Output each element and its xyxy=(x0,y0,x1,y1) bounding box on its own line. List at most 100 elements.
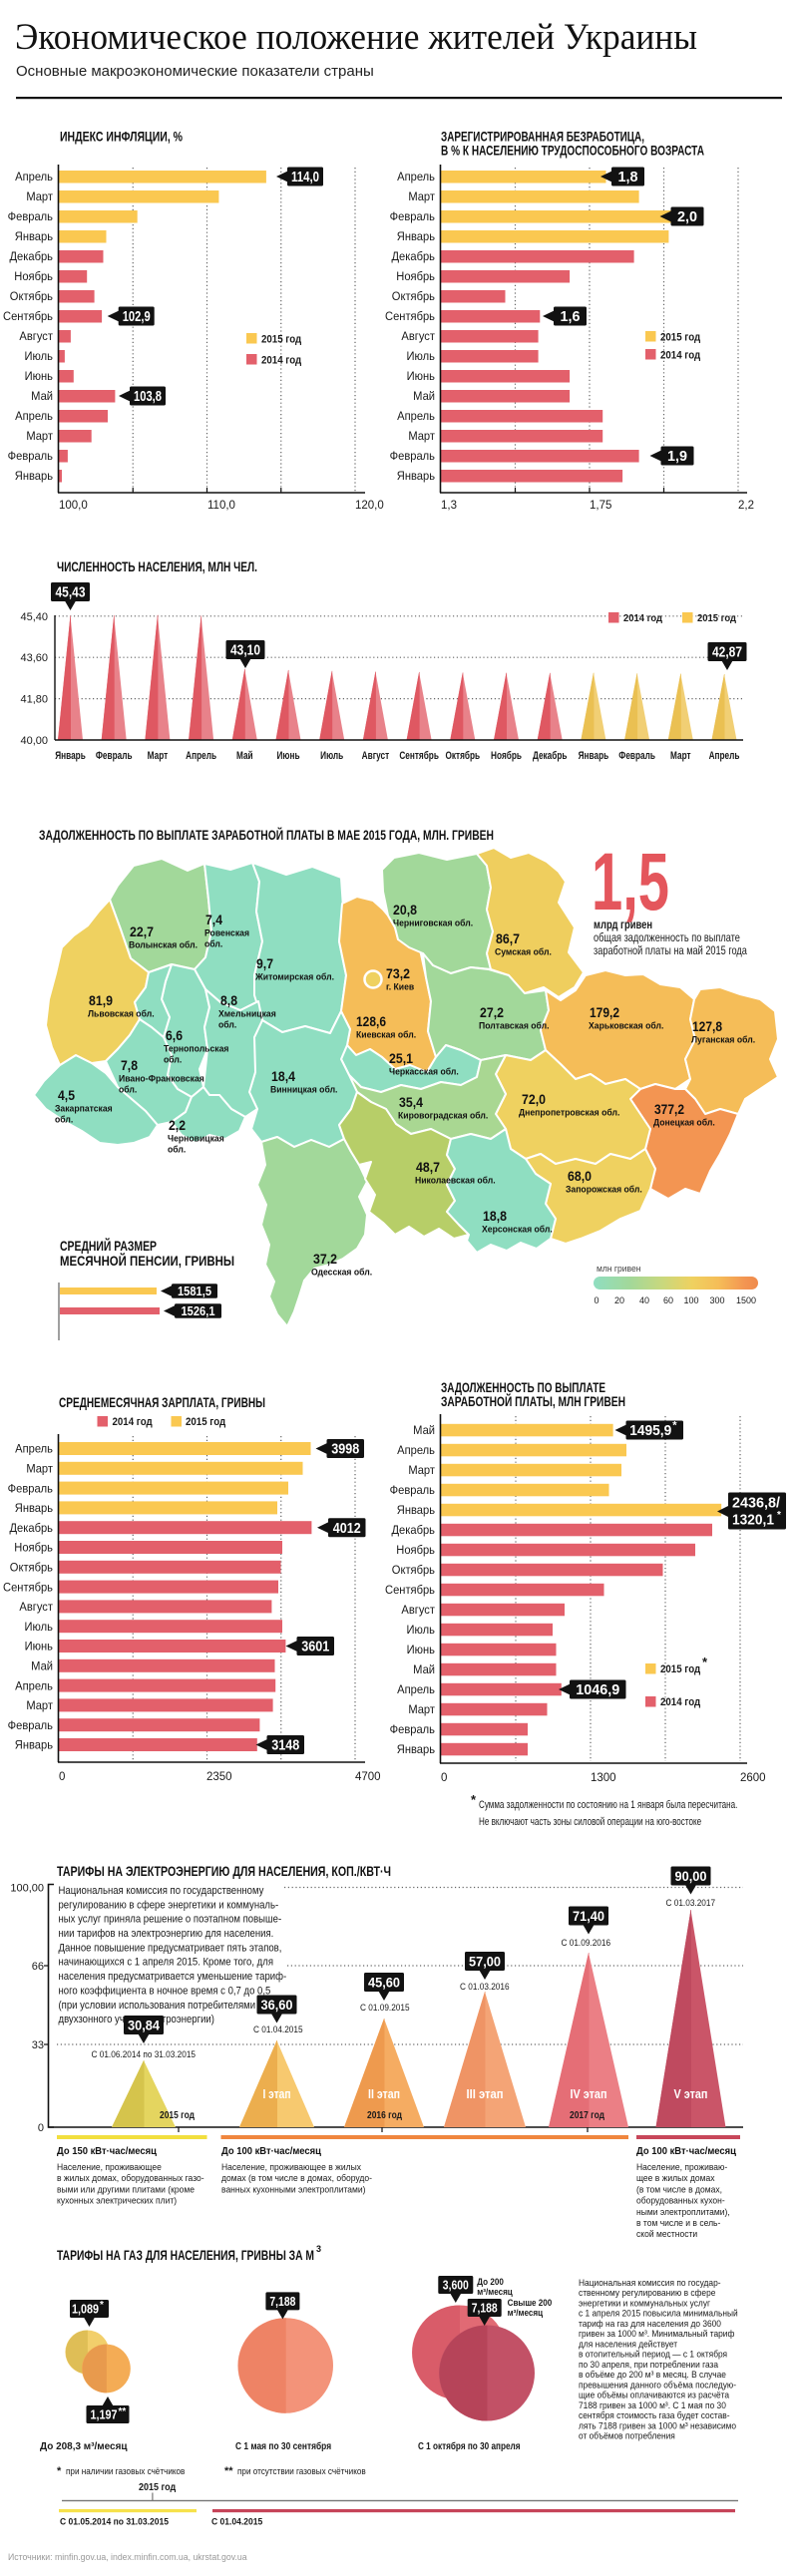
svg-text:30,84: 30,84 xyxy=(128,2018,160,2033)
svg-text:кухонных электрических плит): кухонных электрических плит) xyxy=(57,2195,177,2206)
svg-text:м³/месяц: м³/месяц xyxy=(477,2287,513,2298)
svg-text:Ивано-Франковская: Ивано-Франковская xyxy=(119,1073,204,1083)
svg-text:в том числе и в сель-: в том числе и в сель- xyxy=(636,2218,720,2229)
svg-text:Март: Март xyxy=(26,1700,53,1712)
svg-text:Население, проживающее: Население, проживающее xyxy=(57,2162,162,2173)
svg-text:С 1 октября по 30 апреля: С 1 октября по 30 апреля xyxy=(418,2439,520,2451)
svg-text:Черновицкая: Черновицкая xyxy=(168,1133,224,1143)
svg-text:Март: Март xyxy=(408,1465,435,1477)
svg-text:33: 33 xyxy=(32,2039,44,2051)
svg-text:Харьковская обл.: Харьковская обл. xyxy=(589,1020,663,1030)
svg-text:Апрель: Апрель xyxy=(15,1443,53,1455)
svg-text:81,9: 81,9 xyxy=(89,992,113,1008)
svg-text:Хмельницкая: Хмельницкая xyxy=(218,1008,276,1018)
svg-text:179,2: 179,2 xyxy=(590,1004,619,1020)
svg-text:Население, проживающее в жилых: Население, проживающее в жилых xyxy=(221,2162,361,2173)
svg-text:Февраль: Февраль xyxy=(390,1724,435,1736)
svg-text:*: * xyxy=(57,2465,62,2477)
svg-text:2014 год: 2014 год xyxy=(113,1417,154,1429)
svg-text:СРЕДНЕМЕСЯЧНАЯ ЗАРПЛАТА, ГРИВН: СРЕДНЕМЕСЯЧНАЯ ЗАРПЛАТА, ГРИВНЫ xyxy=(59,1394,265,1410)
svg-text:2014 год: 2014 год xyxy=(660,1697,701,1709)
svg-text:100: 100 xyxy=(683,1295,698,1305)
svg-text:41,80: 41,80 xyxy=(20,694,48,706)
svg-text:Декабрь: Декабрь xyxy=(10,251,53,263)
svg-text:Июль: Июль xyxy=(407,1625,435,1637)
svg-text:2350: 2350 xyxy=(206,1771,232,1783)
svg-text:1581,5: 1581,5 xyxy=(178,1285,211,1298)
svg-text:Ноябрь: Ноябрь xyxy=(396,1545,435,1557)
svg-text:В % К НАСЕЛЕНИЮ ТРУДОСПОСОБНОГ: В % К НАСЕЛЕНИЮ ТРУДОСПОСОБНОГО ВОЗРАСТА xyxy=(441,143,704,159)
svg-text:Декабрь: Декабрь xyxy=(10,1523,53,1535)
svg-text:обл.: обл. xyxy=(119,1084,137,1094)
svg-text:в жилых домах, оборудованных г: в жилых домах, оборудованных газо- xyxy=(57,2173,204,2184)
svg-text:Февраль: Февраль xyxy=(8,1483,53,1495)
svg-text:До 100 кВт·час/месяц: До 100 кВт·час/месяц xyxy=(636,2146,737,2158)
svg-text:ЗАРЕГИСТРИРОВАННАЯ БЕЗРАБОТИЦА: ЗАРЕГИСТРИРОВАННАЯ БЕЗРАБОТИЦА, xyxy=(441,129,644,145)
svg-text:7188 гривен за 1000 м³. С 1 ма: 7188 гривен за 1000 м³. С 1 мая по 30 xyxy=(579,2399,726,2410)
svg-text:**: ** xyxy=(119,2406,127,2417)
svg-text:С 01.09.2016: С 01.09.2016 xyxy=(562,1937,611,1948)
svg-text:*: * xyxy=(100,2300,104,2311)
svg-text:6,6: 6,6 xyxy=(166,1027,183,1043)
svg-text:Сентябрь: Сентябрь xyxy=(3,1582,53,1594)
svg-text:Национальная комиссия по госуд: Национальная комиссия по государ- xyxy=(579,2277,721,2288)
svg-text:Июнь: Июнь xyxy=(25,371,53,383)
svg-text:I этап: I этап xyxy=(263,2087,291,2101)
svg-text:2015 год: 2015 год xyxy=(697,613,737,625)
svg-text:57,00: 57,00 xyxy=(469,1954,501,1970)
svg-text:1,3: 1,3 xyxy=(441,500,457,512)
svg-text:ного коэффициента в ночное вре: ного коэффициента в ночное время с 0,7 д… xyxy=(59,1985,271,1998)
svg-text:Май: Май xyxy=(236,750,253,762)
svg-text:по 30 апреля, при потреблении: по 30 апреля, при потреблении газа xyxy=(579,2359,718,2370)
svg-text:С 01.06.2014 по 31.03.2015: С 01.06.2014 по 31.03.2015 xyxy=(92,2048,197,2059)
svg-text:2015 год: 2015 год xyxy=(186,1417,226,1429)
svg-text:0: 0 xyxy=(441,1772,447,1784)
svg-text:Ровенская: Ровенская xyxy=(204,927,249,937)
svg-text:Январь: Январь xyxy=(397,231,435,243)
svg-text:IV этап: IV этап xyxy=(571,2087,607,2101)
svg-text:Донецкая обл.: Донецкая обл. xyxy=(653,1117,715,1127)
svg-text:Июнь: Июнь xyxy=(276,750,299,762)
svg-text:2014 год: 2014 год xyxy=(623,613,663,625)
svg-text:ИНДЕКС ИНФЛЯЦИИ, %: ИНДЕКС ИНФЛЯЦИИ, % xyxy=(60,129,183,145)
svg-text:42,87: 42,87 xyxy=(712,645,742,661)
svg-text:Январь: Январь xyxy=(15,231,53,243)
svg-text:Кировоградская обл.: Кировоградская обл. xyxy=(398,1110,488,1120)
svg-text:лять 7188 гривен за 1000 м³ не: лять 7188 гривен за 1000 м³ независимо xyxy=(579,2420,736,2431)
svg-text:населения предусматривается ум: населения предусматривается уменьшение т… xyxy=(59,1971,287,1984)
svg-text:Население, проживаю-: Население, проживаю- xyxy=(636,2162,727,2173)
svg-text:Август: Август xyxy=(401,331,435,343)
svg-text:37,2: 37,2 xyxy=(313,1251,337,1267)
svg-text:Николаевская обл.: Николаевская обл. xyxy=(415,1175,496,1185)
svg-text:Март: Март xyxy=(670,750,691,762)
svg-text:1,6: 1,6 xyxy=(561,309,581,325)
svg-text:V этап: V этап xyxy=(674,2087,708,2101)
svg-text:Январь: Январь xyxy=(397,1505,435,1517)
svg-text:Январь: Январь xyxy=(15,471,53,483)
svg-text:Киевская обл.: Киевская обл. xyxy=(356,1029,416,1039)
svg-text:Январь: Январь xyxy=(55,750,86,762)
svg-text:Декабрь: Декабрь xyxy=(392,1525,435,1537)
svg-text:Ноябрь: Ноябрь xyxy=(396,271,435,283)
svg-text:Источники: minfin.gov.ua, inde: Источники: minfin.gov.ua, index.minfin.c… xyxy=(8,2552,247,2562)
svg-text:Ноябрь: Ноябрь xyxy=(14,271,53,283)
svg-text:1,75: 1,75 xyxy=(590,500,611,512)
svg-text:До 100 кВт·час/месяц: До 100 кВт·час/месяц xyxy=(221,2146,322,2158)
svg-text:0: 0 xyxy=(594,1295,598,1305)
svg-text:Волынская обл.: Волынская обл. xyxy=(129,939,198,949)
svg-text:2,2: 2,2 xyxy=(169,1117,186,1133)
svg-text:1,9: 1,9 xyxy=(667,449,687,465)
svg-text:114,0: 114,0 xyxy=(291,170,319,185)
svg-text:2015 год: 2015 год xyxy=(660,332,701,344)
svg-text:7,4: 7,4 xyxy=(205,912,222,927)
svg-text:общая задолженность по выплате: общая задолженность по выплате xyxy=(594,931,740,944)
svg-text:Март: Март xyxy=(148,750,169,762)
svg-text:в объёме до 200 м³ в месяц. В: в объёме до 200 м³ в месяц. В случае xyxy=(579,2370,726,2381)
svg-text:Сумская обл.: Сумская обл. xyxy=(495,946,552,956)
svg-text:Апрель: Апрель xyxy=(15,411,53,423)
svg-text:1,8: 1,8 xyxy=(618,170,638,185)
svg-text:Февраль: Февраль xyxy=(8,451,53,463)
svg-text:120,0: 120,0 xyxy=(355,500,384,512)
svg-text:выми или другими плитами (кром: выми или другими плитами (кроме xyxy=(57,2184,195,2195)
svg-text:До 200: До 200 xyxy=(477,2277,504,2288)
